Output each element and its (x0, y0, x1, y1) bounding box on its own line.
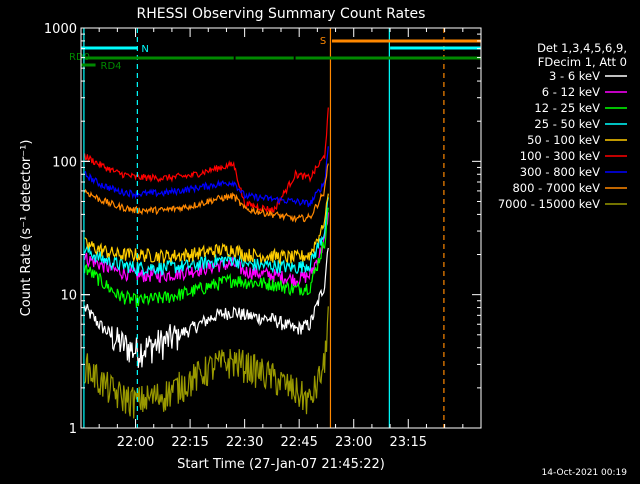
plot-frame (80, 27, 482, 429)
series-line-1 (84, 212, 329, 287)
legend-label-0: 3 - 6 keV (549, 69, 600, 83)
y-tick-label-2: 100 (52, 155, 77, 170)
render-timestamp: 14-Oct-2021 00:19 (542, 468, 628, 478)
chart-title: RHESSI Observing Summary Count Rates (137, 6, 426, 22)
plot-area: RD0 RD4 N S 1 10 100 1000 22:00 22:15 22:30 22:45 23… (44, 22, 482, 450)
series-line-6 (84, 146, 329, 208)
legend-label-3: 25 - 50 keV (534, 117, 600, 131)
status-label-rd0: RD0 (69, 52, 90, 63)
status-label-n: N (141, 44, 148, 55)
status-label-rd4: RD4 (101, 61, 122, 72)
x-tick-label-0: 22:00 (117, 435, 154, 450)
series-line-2 (84, 207, 329, 308)
legend-label-2: 12 - 25 keV (534, 101, 600, 115)
legend: Det 1,3,4,5,6,9, FDecim 1, Att 0 3 - 6 k… (498, 41, 627, 211)
y-tick-label-3: 1000 (44, 22, 77, 37)
legend-label-5: 100 - 300 keV (520, 149, 600, 163)
y-tick-label-0: 1 (69, 422, 77, 437)
legend-header-line-2: FDecim 1, Att 0 (538, 55, 627, 69)
legend-label-6: 300 - 800 keV (520, 165, 600, 179)
legend-label-1: 6 - 12 keV (542, 85, 600, 99)
x-tick-label-5: 23:15 (390, 435, 427, 450)
y-tick-label-1: 10 (60, 289, 77, 304)
x-tick-label-3: 22:45 (280, 435, 317, 450)
legend-label-7: 800 - 7000 keV (512, 181, 600, 195)
legend-header-line-1: Det 1,3,4,5,6,9, (537, 41, 627, 55)
x-tick-label-2: 22:30 (226, 435, 263, 450)
status-label-s: S (320, 36, 326, 47)
series-group (84, 107, 329, 419)
y-axis-label: Count Rate (s⁻¹ detector⁻¹) (19, 140, 34, 317)
series-line-0 (84, 247, 329, 368)
series-line-8 (84, 306, 329, 419)
series-line-7 (84, 163, 329, 223)
series-line-5 (84, 107, 329, 214)
legend-label-4: 50 - 100 keV (527, 133, 600, 147)
x-tick-label-4: 23:00 (335, 435, 372, 450)
series-line-3 (84, 197, 329, 277)
series-line-4 (84, 193, 329, 266)
x-axis-label: Start Time (27-Jan-07 21:45:22) (177, 457, 385, 472)
legend-label-8: 7000 - 15000 keV (498, 197, 600, 211)
x-tick-label-1: 22:15 (171, 435, 208, 450)
